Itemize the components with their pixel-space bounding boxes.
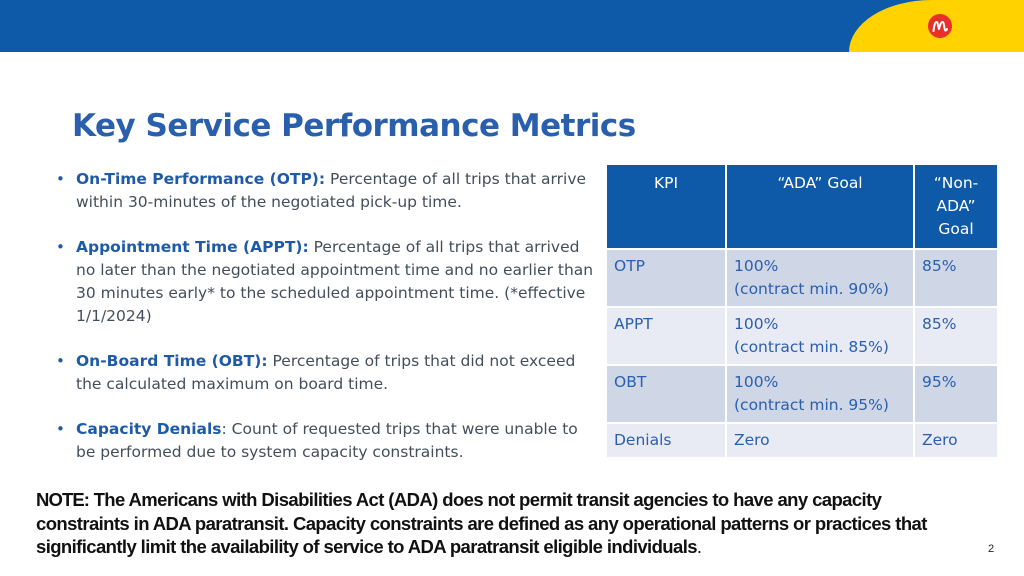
table-row: APPT 100% (contract min. 85%) 85% [605,306,999,366]
column-header-ada-goal: “ADA” Goal [725,163,915,250]
metric-description: Percentage of trips that did not exceed … [76,352,576,393]
metric-description: : Count of requested trips that were una… [76,420,578,461]
kpi-cell: OBT [605,364,727,424]
note-text: The Americans with Disabilities Act (ADA… [36,489,927,557]
ada-goal-value: 100% [734,257,779,275]
table-row: OTP 100% (contract min. 90%) 85% [605,248,999,308]
list-item: • Appointment Time (APPT): Percentage of … [56,236,596,328]
metric-term: Capacity Denials [76,420,222,438]
list-item: • Capacity Denials: Count of requested tr… [56,418,596,464]
bullet-icon: • [56,420,65,438]
kpi-cell: Denials [605,422,727,459]
table-header-row: KPI “ADA” Goal “Non-ADA” Goal [605,163,999,250]
ada-goal-value: 100% [734,315,779,333]
ada-goal-note: (contract min. 85%) [734,338,889,356]
metric-term: Appointment Time (APPT): [76,238,309,256]
metric-term: On-Time Performance (OTP): [76,170,326,188]
bullet-icon: • [56,238,65,256]
ada-goal-note: (contract min. 90%) [734,280,889,298]
ada-goal-cell: 100% (contract min. 85%) [725,306,915,366]
non-ada-goal-cell: 85% [913,248,999,308]
kpi-cell: APPT [605,306,727,366]
non-ada-goal-cell: 95% [913,364,999,424]
ada-goal-cell: 100% (contract min. 95%) [725,364,915,424]
note-prefix: NOTE: [36,489,90,510]
ada-note: NOTE: The Americans with Disabilities Ac… [36,488,966,559]
note-suffix: . [696,536,702,557]
column-header-kpi: KPI [605,163,727,250]
ada-goal-value: 100% [734,373,779,391]
metric-term: On-Board Time (OBT): [76,352,268,370]
ada-goal-note: (contract min. 95%) [734,396,889,414]
ada-goal-cell: 100% (contract min. 90%) [725,248,915,308]
kpi-goals-table: KPI “ADA” Goal “Non-ADA” Goal OTP 100% (c… [605,163,999,459]
ada-goal-cell: Zero [725,422,915,459]
ada-goal-value: Zero [734,431,770,449]
metric-definitions-list: • On-Time Performance (OTP): Percentage o… [56,168,596,464]
metric-description: Percentage of all trips that arrive with… [76,170,587,211]
non-ada-goal-cell: 85% [913,306,999,366]
table-row: Denials Zero Zero [605,422,999,459]
bullet-icon: • [56,352,65,370]
non-ada-goal-cell: Zero [913,422,999,459]
list-item: • On-Board Time (OBT): Percentage of trip… [56,350,596,396]
column-header-non-ada-goal: “Non-ADA” Goal [913,163,999,250]
metric-description: Percentage of all trips that arrived no … [76,238,594,325]
brand-m-logo-icon [928,14,952,38]
bullet-icon: • [56,170,65,188]
kpi-cell: OTP [605,248,727,308]
list-item: • On-Time Performance (OTP): Percentage o… [56,168,596,214]
page-title: Key Service Performance Metrics [72,108,636,144]
page-number: 2 [988,543,995,555]
table-row: OBT 100% (contract min. 95%) 95% [605,364,999,424]
